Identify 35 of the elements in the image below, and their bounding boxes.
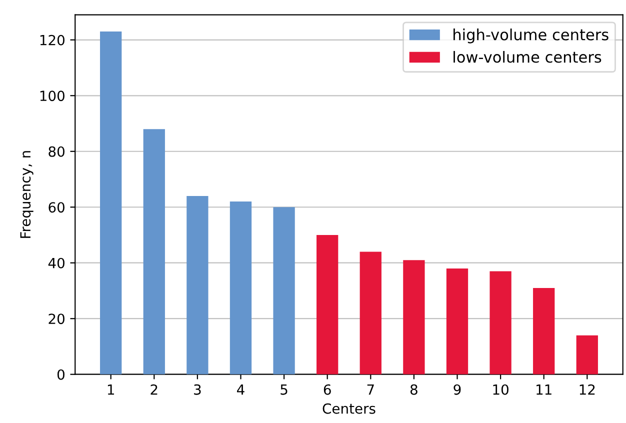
y-axis-title: Frequency, n bbox=[20, 151, 34, 238]
x-tick-label: 9 bbox=[454, 384, 461, 395]
x-tick-label: 3 bbox=[194, 384, 201, 395]
legend-label: low-volume centers bbox=[454, 50, 602, 63]
y-tick-label: 60 bbox=[48, 202, 64, 213]
x-tick-label: 10 bbox=[493, 384, 508, 395]
x-axis-title: Centers bbox=[322, 403, 376, 414]
bar bbox=[316, 234, 338, 374]
bar bbox=[143, 129, 165, 374]
x-tick-label: 8 bbox=[410, 384, 418, 395]
bar bbox=[446, 268, 468, 374]
bar bbox=[273, 207, 295, 374]
x-tick-label: 7 bbox=[367, 384, 374, 395]
x-tick-label: 11 bbox=[536, 384, 552, 395]
bar bbox=[360, 252, 382, 374]
y-tick-label: 0 bbox=[57, 369, 64, 380]
bar bbox=[533, 288, 555, 374]
bar bbox=[576, 335, 598, 374]
x-tick-label: 2 bbox=[150, 384, 158, 395]
y-tick-label: 40 bbox=[48, 258, 64, 268]
bar bbox=[230, 202, 252, 374]
legend-label: high-volume centers bbox=[454, 28, 608, 44]
y-tick-label: 100 bbox=[40, 90, 64, 102]
bar bbox=[100, 32, 122, 374]
x-tick-label: 1 bbox=[108, 384, 114, 395]
bar bbox=[186, 196, 208, 374]
y-tick-label: 80 bbox=[48, 146, 64, 157]
x-tick-label: 6 bbox=[324, 384, 331, 395]
x-tick-label: 4 bbox=[237, 384, 244, 395]
x-tick-label: 5 bbox=[280, 384, 288, 395]
bar bbox=[490, 271, 512, 374]
y-tick-label: 120 bbox=[40, 34, 64, 46]
y-tick-label: 20 bbox=[48, 314, 64, 324]
x-tick-label: 12 bbox=[580, 384, 595, 395]
bar bbox=[403, 260, 425, 374]
